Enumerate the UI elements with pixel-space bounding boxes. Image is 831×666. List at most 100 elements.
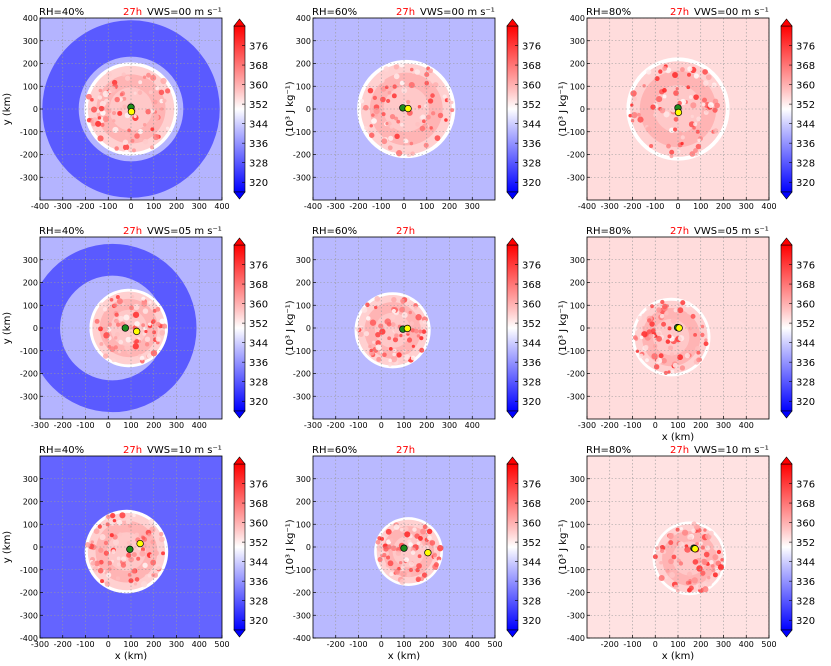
colorbar-tick-label: 352 [796,100,815,111]
value-speck [115,294,120,300]
value-speck [162,323,168,329]
panel-rh-label: RH=80% [586,7,631,18]
value-speck [391,297,397,303]
value-speck [98,559,104,565]
value-speck [97,135,104,142]
value-speck [155,336,161,342]
y-tick-label: -300 [293,392,311,401]
value-speck [420,114,426,120]
value-speck [122,144,130,151]
colorbar: 320 328 336 344 352 360 368 376 (10³ J kg⁻¹) [233,237,296,419]
value-speck [406,151,412,157]
value-speck [114,319,119,324]
value-speck [148,90,153,95]
panel-rh-label: RH=80% [586,226,631,237]
value-speck [111,110,117,116]
value-speck [107,322,112,327]
x-tick-label: 0 [401,202,406,211]
value-speck [442,94,447,99]
value-speck [431,111,436,116]
value-speck [152,114,159,121]
colorbar-tick-label: 328 [522,159,541,170]
value-speck [654,76,660,82]
x-tick-label: 300 [192,202,207,211]
value-speck [702,586,709,593]
colorbar-min-extend [506,629,519,638]
value-speck [647,318,652,323]
value-speck [112,126,119,134]
value-speck [104,581,111,587]
value-speck [148,518,155,525]
value-speck [132,311,140,318]
value-speck [102,353,109,359]
value-speck [698,541,703,546]
colorbar-tick-label: 360 [522,81,541,92]
value-speck [133,114,137,119]
value-speck [408,568,413,573]
x-tick-label: 300 [169,640,184,649]
value-speck [165,126,170,130]
value-speck [707,102,714,109]
value-speck [425,114,431,120]
value-speck [429,126,433,130]
x-tick-label: -100 [646,202,664,211]
colorbar-tick-label: 344 [249,339,268,350]
colorbar-tick-label: 328 [249,378,268,389]
value-speck [669,149,675,155]
x-tick-label: 400 [192,421,207,430]
value-speck [693,122,698,127]
value-speck [396,119,401,124]
colorbar-tick-label: 344 [249,558,268,569]
x-tick-label: -200 [76,202,94,211]
value-speck [641,313,646,318]
y-tick-label: -100 [20,347,38,356]
value-speck [700,332,705,338]
colorbar-tick-label: 352 [796,538,815,549]
x-tick-label: -200 [54,421,72,430]
value-speck [720,557,724,562]
colorbar-tick-label: 336 [796,358,815,369]
value-speck [700,570,706,576]
x-tick-label: 400 [214,202,229,211]
value-speck [675,588,680,593]
colorbar-body [506,463,519,631]
value-speck [410,328,416,333]
value-speck [665,568,670,573]
value-speck [633,326,638,331]
value-speck [144,336,151,342]
y-tick-label: -400 [293,634,311,643]
y-tick-label: -100 [293,566,311,575]
y-tick-label: 100 [570,82,585,91]
value-speck [112,119,116,123]
value-speck [419,125,426,132]
colorbar-tick-label: 328 [796,159,815,170]
value-speck [387,336,392,341]
value-speck [100,110,106,116]
value-speck [437,545,444,552]
value-speck [432,552,438,558]
value-speck [85,93,92,100]
x-tick-label: 200 [693,421,708,430]
value-speck [139,550,146,557]
x-tick-label: 100 [123,421,138,430]
value-speck [158,89,165,96]
value-speck [398,61,405,68]
value-speck [701,102,706,107]
panel-rh-label: RH=40% [39,7,84,18]
value-speck [702,97,708,103]
y-tick-label: 0 [306,105,311,114]
value-speck [678,541,685,548]
value-speck [387,560,394,567]
x-tick-label: 0 [106,421,111,430]
value-speck [385,528,392,535]
value-speck [90,540,94,544]
value-speck [710,564,715,568]
panel-vws-label: VWS=00 m s⁻¹ [694,7,769,18]
value-speck [673,90,679,96]
value-speck [427,535,432,541]
value-speck [375,344,382,351]
colorbar-max-extend [506,18,519,27]
colorbar-tick-label: 344 [522,339,541,350]
value-speck [664,311,669,316]
